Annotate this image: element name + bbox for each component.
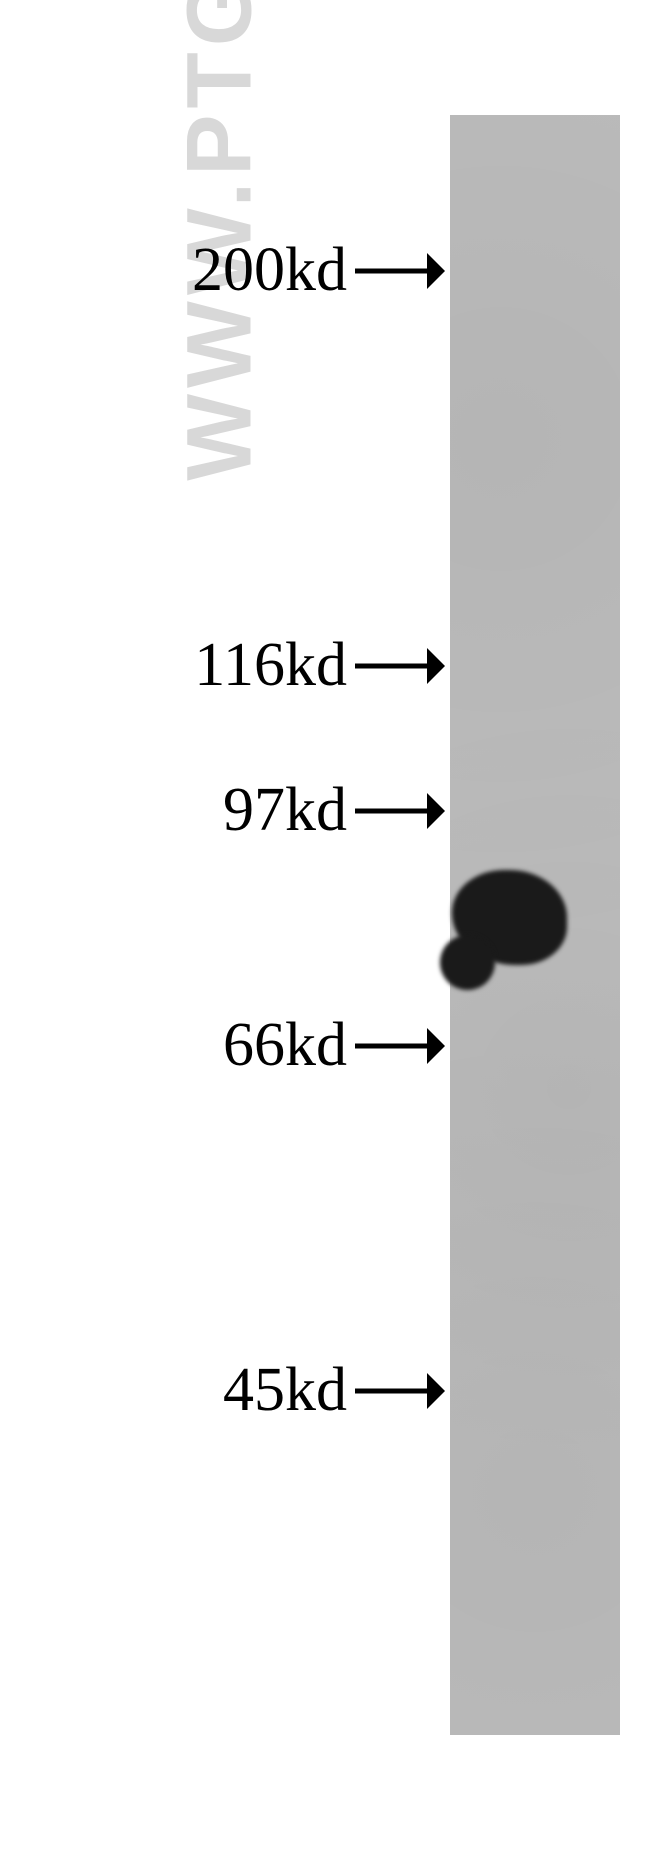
mw-marker-label: 97kd xyxy=(223,775,347,846)
arrow-right-icon xyxy=(355,1371,445,1411)
mw-marker-row: 97kd xyxy=(223,775,445,846)
mw-marker-label: 66kd xyxy=(223,1010,347,1081)
mw-marker-row: 200kd xyxy=(192,235,445,306)
mw-marker-row: 116kd xyxy=(194,630,445,701)
mw-marker-row: 45kd xyxy=(223,1355,445,1426)
blot-lane xyxy=(450,115,620,1735)
western-blot-figure: WWW.PTGLAB.COM 200kd 116kd 97kd 66kd 45k… xyxy=(0,0,650,1855)
arrow-right-icon xyxy=(355,251,445,291)
mw-marker-label: 200kd xyxy=(192,235,347,306)
mw-marker-row: 66kd xyxy=(223,1010,445,1081)
arrow-right-icon xyxy=(355,791,445,831)
mw-marker-label: 45kd xyxy=(223,1355,347,1426)
mw-marker-label: 116kd xyxy=(194,630,347,701)
protein-band-tail xyxy=(440,935,495,990)
arrow-right-icon xyxy=(355,646,445,686)
arrow-right-icon xyxy=(355,1026,445,1066)
